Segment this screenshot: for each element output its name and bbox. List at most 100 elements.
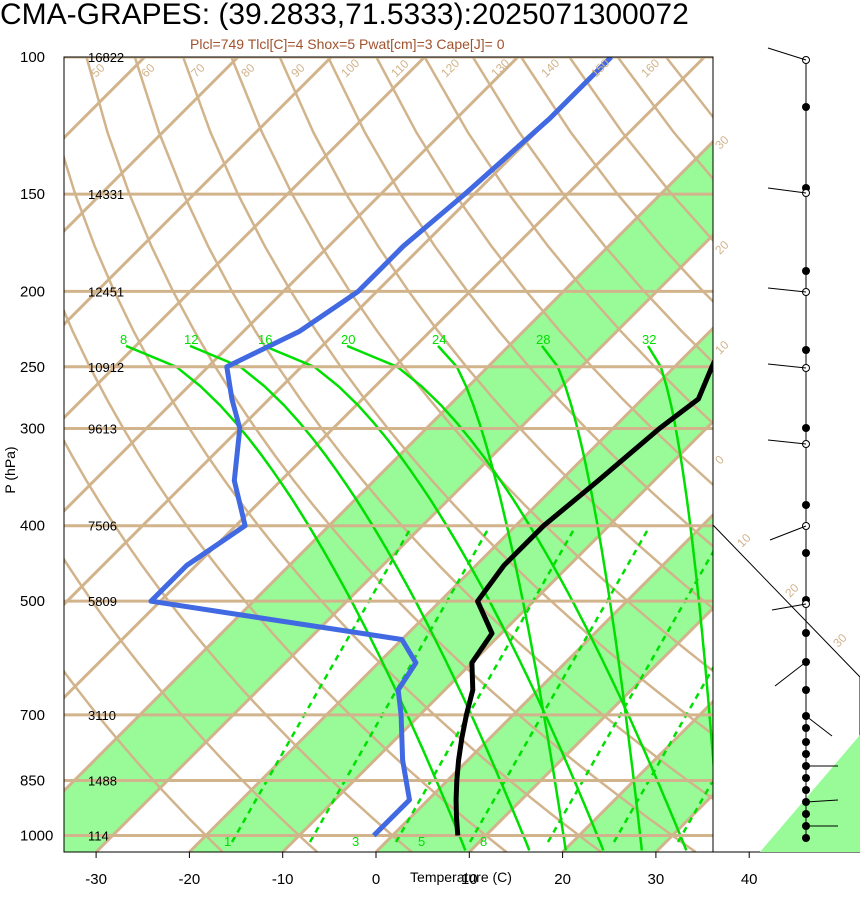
y-tick-label: 1000: [20, 828, 53, 845]
dry-adiabat-label: 80: [238, 61, 258, 81]
barb-level-dot: [802, 501, 810, 509]
mixing-ratio-line: [230, 525, 414, 843]
height-label: 10912: [88, 360, 124, 375]
moist-adiabat-label: 8: [120, 332, 127, 347]
barb-level-dot: [802, 549, 810, 557]
barb-level-dot: [802, 738, 810, 746]
isotherm-line: [95, 232, 713, 852]
dry-adiabat-line: [326, 57, 713, 548]
wind-barb: [767, 187, 807, 194]
dry-adiabat-label: 110: [388, 56, 412, 80]
mixing-ratio-line: [468, 525, 652, 843]
dry-adiabat-line: [714, 57, 860, 852]
dry-adiabat-line: [278, 57, 713, 610]
x-axis-label: Temperature (C): [410, 869, 512, 885]
barb-level-dot: [802, 834, 810, 842]
temperature-profile-line: [453, 358, 713, 836]
temperature-band: [64, 141, 713, 852]
barb-level-dot: [802, 786, 810, 794]
moist-adiabat-line: [125, 344, 467, 851]
y-tick-label: 250: [20, 359, 45, 376]
moist-adiabat-line: [189, 344, 531, 851]
height-label: 3110: [88, 708, 116, 723]
moist-adiabat-label: 32: [642, 332, 656, 347]
barb-level-dot: [802, 267, 810, 275]
barb-level-dot: [802, 810, 810, 818]
y-tick-label: 850: [20, 773, 45, 790]
wind-barb: [769, 525, 807, 541]
mixing-ratio-line: [394, 525, 578, 843]
isotherm-line: [64, 57, 706, 700]
isotherm-side-label: 30: [830, 631, 850, 651]
isotherm-line: [64, 57, 613, 607]
mixing-ratio-line: [546, 549, 713, 843]
isotherm-side-label: 10: [712, 338, 732, 358]
height-label: 7506: [88, 519, 117, 534]
isotherm-line: [64, 57, 519, 514]
y-tick-label: 500: [20, 593, 45, 610]
wind-barb: [805, 715, 833, 737]
moist-adiabat-line: [646, 345, 713, 774]
mixing-ratio-label: 8: [480, 834, 487, 849]
height-label: 9613: [88, 421, 117, 436]
isotherm-side-label: 0: [712, 452, 727, 467]
dry-adiabat-line: [133, 57, 713, 801]
y-tick-label: 300: [20, 420, 45, 437]
isotherm-line: [64, 57, 426, 420]
moist-adiabat-label: 12: [184, 332, 198, 347]
barb-level-dot: [802, 774, 810, 782]
barb-level-dot: [802, 103, 810, 111]
height-label: 1488: [88, 774, 117, 789]
mixing-ratio-line: [676, 777, 713, 843]
dry-adiabat-line: [64, 308, 508, 852]
isotherm-line: [468, 606, 713, 852]
y-axis-label: P (hPa): [2, 446, 18, 493]
isotherm-line: [843, 57, 860, 852]
height-label: 16822: [88, 50, 124, 65]
dry-adiabat-label: 130: [488, 56, 512, 80]
x-tick-label: 40: [741, 871, 758, 888]
barb-level-dot: [802, 346, 810, 354]
x-tick-label: -30: [85, 871, 107, 888]
barb-level-dot: [802, 686, 810, 694]
moist-adiabat-line: [346, 344, 688, 851]
height-label: 5809: [88, 594, 117, 609]
wind-barb: [767, 439, 807, 445]
height-label: 14331: [88, 187, 124, 202]
temperature-band: [749, 57, 860, 852]
height-label: 114: [88, 829, 109, 844]
isotherm-line: [374, 512, 713, 852]
y-tick-label: 400: [20, 518, 45, 535]
isotherm-line: [64, 57, 240, 234]
y-tick-label: 150: [20, 186, 45, 203]
moist-adiabat-label: 16: [258, 332, 272, 347]
y-tick-label: 700: [20, 707, 45, 724]
dry-adiabat-line: [811, 57, 860, 852]
chart-subtitle: Plcl=749 Tlcl[C]=4 Shox=5 Pwat[cm]=3 Cap…: [190, 36, 505, 52]
barb-level-dot: [802, 750, 810, 758]
mixing-ratio-label: 3: [352, 834, 359, 849]
wind-barb: [767, 47, 807, 61]
moist-adiabat-label: 28: [536, 332, 550, 347]
height-label: 12451: [88, 284, 124, 299]
mixing-ratio-label: 5: [418, 834, 425, 849]
barb-level-dot: [802, 629, 810, 637]
isotherm-line: [749, 57, 860, 852]
dry-adiabat-line: [423, 57, 713, 426]
dry-adiabat-label: 140: [538, 56, 562, 80]
dry-adiabat-label: 100: [338, 56, 362, 80]
y-tick-label: 100: [20, 49, 45, 66]
dry-adiabat-line: [85, 57, 697, 852]
chart-title: CMA-GRAPES: (39.2833,71.5333):2025071300…: [0, 0, 689, 31]
moist-adiabat-label: 20: [341, 332, 355, 347]
isotherm-side-label: 10: [734, 531, 754, 551]
x-tick-label: 20: [554, 871, 571, 888]
wind-barb: [805, 799, 839, 803]
wind-barb: [767, 363, 807, 369]
dry-adiabat-line: [64, 438, 413, 852]
isotherm-side-label: 30: [712, 133, 732, 153]
dry-adiabat-line: [64, 669, 224, 852]
x-tick-label: 0: [372, 871, 380, 888]
barb-level-dot: [802, 724, 810, 732]
